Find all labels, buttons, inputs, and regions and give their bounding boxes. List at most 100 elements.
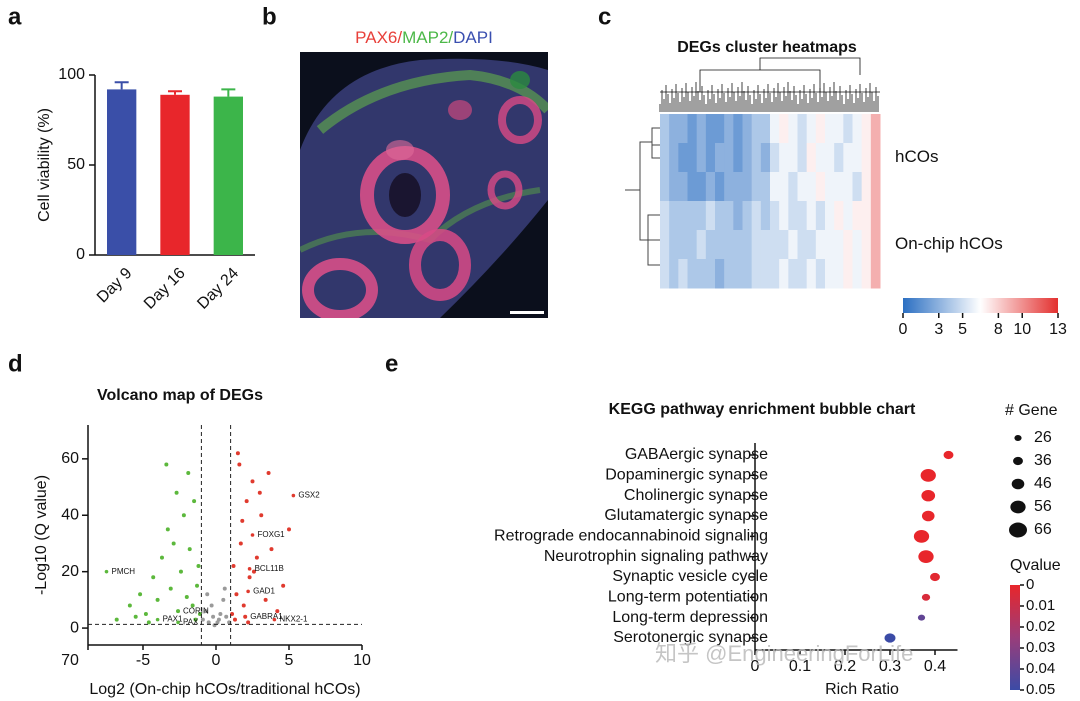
annotated-point <box>250 533 255 537</box>
heatmap-cell <box>815 201 826 231</box>
category-label: Retrograde endocannabinoid signaling <box>494 528 768 545</box>
heatmap-cell <box>815 259 826 289</box>
heatmap-cell <box>852 230 863 260</box>
heatmap-cell <box>733 172 743 202</box>
heatmap-cell <box>825 143 835 173</box>
volcano-point <box>192 499 197 504</box>
annotated-point <box>272 617 277 622</box>
heatmap-cell <box>687 172 698 202</box>
bubble <box>943 450 954 460</box>
heatmap-cell <box>806 143 817 173</box>
bubble <box>920 468 936 482</box>
x-tick-label: 0.2 <box>834 658 856 675</box>
heatmap-cell <box>779 172 789 202</box>
heatmap-cell <box>834 114 844 144</box>
volcano-point <box>174 490 179 495</box>
annotated-point <box>246 589 250 594</box>
heatmap-cell <box>806 114 817 144</box>
watermark: 知乎 @EngineeringForLife <box>655 641 913 666</box>
heatmap-cell <box>861 259 872 289</box>
heatmap-cell <box>760 230 771 260</box>
heatmap-cell <box>687 201 698 231</box>
heatmap-cell <box>797 230 808 260</box>
heatmap-cell <box>733 143 743 173</box>
bubble <box>884 633 896 643</box>
heatmap-cell <box>678 143 688 173</box>
heatmap-cell <box>660 259 670 289</box>
volcano-point <box>231 564 236 569</box>
category-label: Long-term potentiation <box>608 589 768 606</box>
volcano-point <box>275 609 280 614</box>
panel-label: b <box>262 3 277 30</box>
volcano-title: Volcano map of DEGs <box>97 387 263 404</box>
panel-label: c <box>598 3 611 30</box>
size-legend-dot <box>1013 456 1023 466</box>
heatmap-cell <box>678 230 688 260</box>
heatmap-cell <box>861 114 872 144</box>
heatmap-cell <box>788 114 798 144</box>
category-label: Dopaminergic synapse <box>605 467 768 484</box>
volcano-point <box>287 527 291 532</box>
size-legend-label: 46 <box>1034 475 1052 492</box>
heatmap-cell <box>770 114 780 144</box>
heatmap-cell <box>715 143 725 173</box>
title-part: PAX6/ <box>355 28 402 47</box>
x-tick-label: 70 <box>61 652 79 669</box>
bubble <box>917 614 926 621</box>
x-tick-label: Day 24 <box>194 265 242 313</box>
volcano-point <box>164 462 169 467</box>
annotated-point <box>104 569 109 574</box>
volcano-point <box>234 592 239 597</box>
heatmap-cell <box>715 114 725 144</box>
heatmap-cell <box>852 259 863 289</box>
color-legend-label: 0.02 <box>1026 618 1055 635</box>
heatmap-cell <box>870 114 881 144</box>
heatmap-cell <box>760 114 771 144</box>
heatmap-cell <box>669 172 679 202</box>
colorbar-tick-label: 3 <box>934 321 943 338</box>
heatmap-cell <box>687 230 698 260</box>
heatmap-cell <box>825 201 835 231</box>
row-group-label: On-chip hCOs <box>895 234 1003 253</box>
heatmap-cell <box>870 259 881 289</box>
dendro-branch <box>660 57 880 93</box>
heatmap-cell <box>834 230 844 260</box>
heatmap-cell <box>779 201 789 231</box>
color-legend-label: 0.03 <box>1026 639 1055 656</box>
x-tick-label: 0 <box>751 658 760 675</box>
volcano-point <box>151 575 156 580</box>
y-axis-label: Cell viability (%) <box>36 108 53 222</box>
heatmap-cell <box>852 114 863 144</box>
volcano-point <box>209 603 214 608</box>
heatmap-cell <box>751 201 762 231</box>
size-legend-label: 36 <box>1034 452 1052 469</box>
volcano-point <box>251 569 256 574</box>
heatmap-cell <box>825 114 835 144</box>
heatmap-cell <box>669 259 679 289</box>
heatmap-cell <box>705 143 716 173</box>
heatmap-cell <box>779 230 789 260</box>
gene-label: NKX2-1 <box>279 615 308 624</box>
heatmap-cell <box>806 201 817 231</box>
heatmap-cell <box>724 143 734 173</box>
volcano-point <box>205 592 210 597</box>
heatmap-cell <box>742 114 753 144</box>
volcano-point <box>159 555 164 560</box>
x-tick-label: 0 <box>212 652 221 669</box>
heatmap-cell <box>751 230 762 260</box>
heatmap-cell <box>770 201 780 231</box>
volcano-point <box>259 513 264 518</box>
row-dendrogram <box>625 127 660 266</box>
column-dendrogram <box>659 57 880 112</box>
heatmap-cell <box>687 114 698 144</box>
color-legend-label: 0.05 <box>1026 681 1055 698</box>
heatmap-cell <box>669 201 679 231</box>
gene-label: PMCH <box>112 567 136 576</box>
y-tick-label: 20 <box>61 563 79 580</box>
annotated-point <box>155 617 160 622</box>
volcano-point <box>206 620 211 625</box>
bubble <box>918 550 934 564</box>
size-legend-dot <box>1009 522 1027 538</box>
heatmap-cell <box>705 201 716 231</box>
error-bar <box>114 81 129 90</box>
